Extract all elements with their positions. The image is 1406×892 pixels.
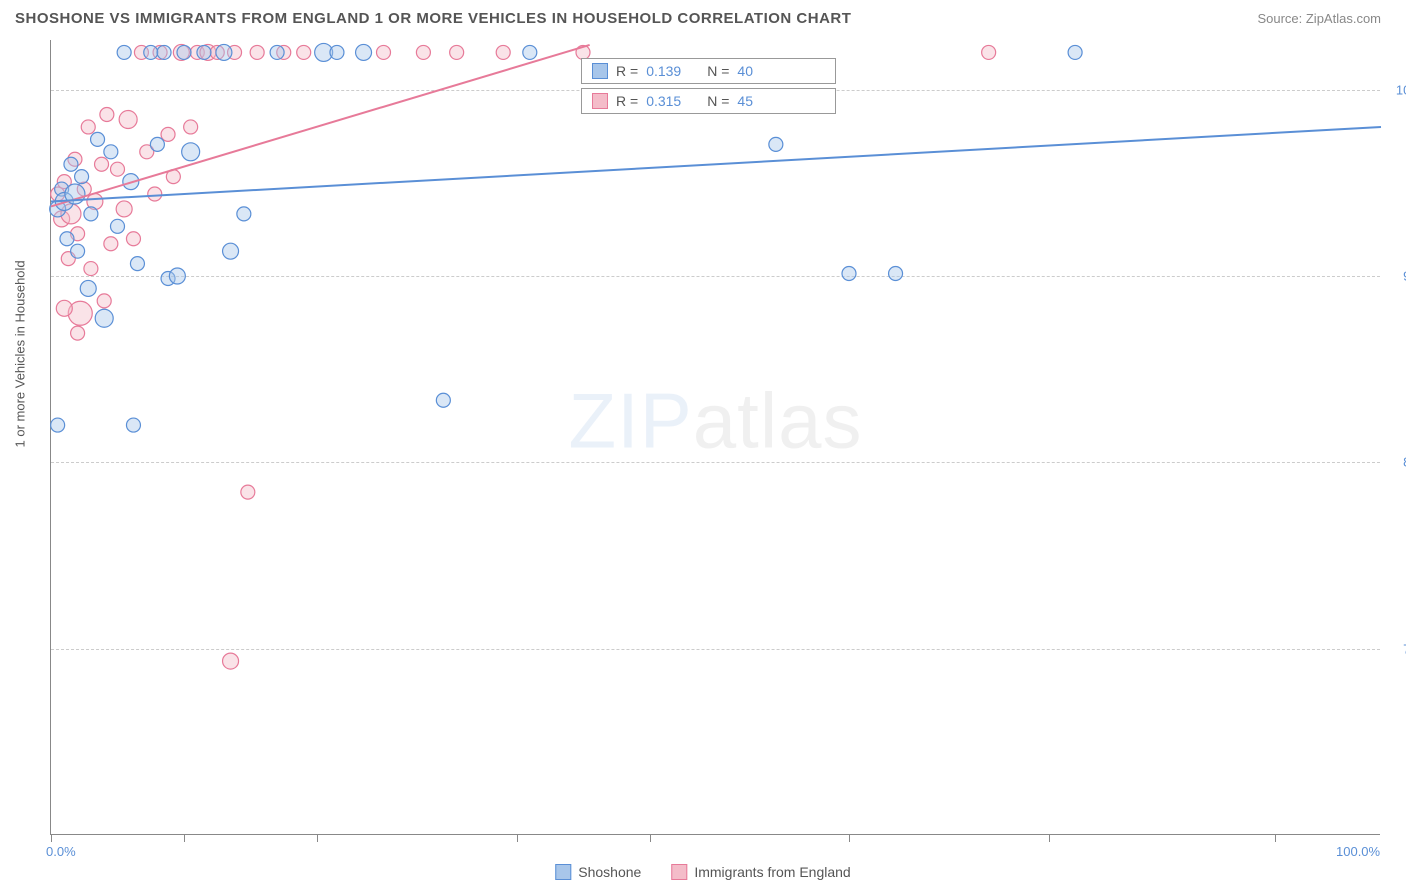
- data-point: [330, 45, 344, 59]
- legend-item-england: Immigrants from England: [671, 864, 850, 880]
- data-point: [81, 120, 95, 134]
- data-point: [237, 207, 251, 221]
- data-point: [111, 219, 125, 233]
- data-point: [148, 187, 162, 201]
- swatch-shoshone-icon: [555, 864, 571, 880]
- data-point: [56, 300, 72, 316]
- data-point: [126, 232, 140, 246]
- scatter-svg: [51, 40, 1381, 835]
- data-point: [130, 257, 144, 271]
- data-point: [111, 162, 125, 176]
- bottom-legend: Shoshone Immigrants from England: [555, 864, 850, 880]
- y-tick-label: 100.0%: [1396, 82, 1406, 97]
- data-point: [51, 418, 65, 432]
- data-point: [297, 45, 311, 59]
- data-point: [416, 45, 430, 59]
- data-point: [436, 393, 450, 407]
- data-point: [982, 45, 996, 59]
- legend-item-shoshone: Shoshone: [555, 864, 641, 880]
- x-tick-label: 0.0%: [46, 844, 76, 859]
- data-point: [144, 45, 158, 59]
- trend-line: [51, 127, 1381, 202]
- data-point: [150, 137, 164, 151]
- data-point: [356, 44, 372, 60]
- data-point: [169, 268, 185, 284]
- source-label: Source: ZipAtlas.com: [1257, 11, 1381, 26]
- data-point: [84, 207, 98, 221]
- data-point: [377, 45, 391, 59]
- data-point: [161, 127, 175, 141]
- data-point: [496, 45, 510, 59]
- data-point: [71, 244, 85, 258]
- data-point: [1068, 45, 1082, 59]
- data-point: [223, 243, 239, 259]
- data-point: [769, 137, 783, 151]
- data-point: [100, 108, 114, 122]
- data-point: [95, 309, 113, 327]
- data-point: [80, 280, 96, 296]
- data-point: [60, 232, 74, 246]
- swatch-england-icon: [671, 864, 687, 880]
- data-point: [95, 157, 109, 171]
- data-point: [116, 201, 132, 217]
- data-point: [523, 45, 537, 59]
- data-point: [223, 653, 239, 669]
- data-point: [197, 45, 211, 59]
- data-point: [84, 262, 98, 276]
- data-point: [104, 145, 118, 159]
- data-point: [182, 143, 200, 161]
- swatch-shoshone: [592, 63, 608, 79]
- chart-plot-area: ZIPatlas R = 0.139 N = 40 R = 0.315 N = …: [50, 40, 1380, 835]
- data-point: [216, 44, 232, 60]
- chart-title: SHOSHONE VS IMMIGRANTS FROM ENGLAND 1 OR…: [15, 10, 851, 27]
- data-point: [71, 326, 85, 340]
- data-point: [184, 120, 198, 134]
- data-point: [119, 111, 137, 129]
- y-axis-title: 1 or more Vehicles in Household: [13, 260, 28, 447]
- data-point: [270, 45, 284, 59]
- data-point: [126, 418, 140, 432]
- data-point: [889, 267, 903, 281]
- data-point: [97, 294, 111, 308]
- stats-box-a: R = 0.139 N = 40: [581, 58, 836, 84]
- data-point: [75, 170, 89, 184]
- x-tick-label: 100.0%: [1336, 844, 1380, 859]
- data-point: [104, 237, 118, 251]
- data-point: [157, 45, 171, 59]
- data-point: [450, 45, 464, 59]
- data-point: [91, 132, 105, 146]
- stats-box-b: R = 0.315 N = 45: [581, 88, 836, 114]
- swatch-england: [592, 93, 608, 109]
- data-point: [117, 45, 131, 59]
- data-point: [250, 45, 264, 59]
- data-point: [842, 267, 856, 281]
- data-point: [177, 45, 191, 59]
- data-point: [241, 485, 255, 499]
- data-point: [64, 157, 78, 171]
